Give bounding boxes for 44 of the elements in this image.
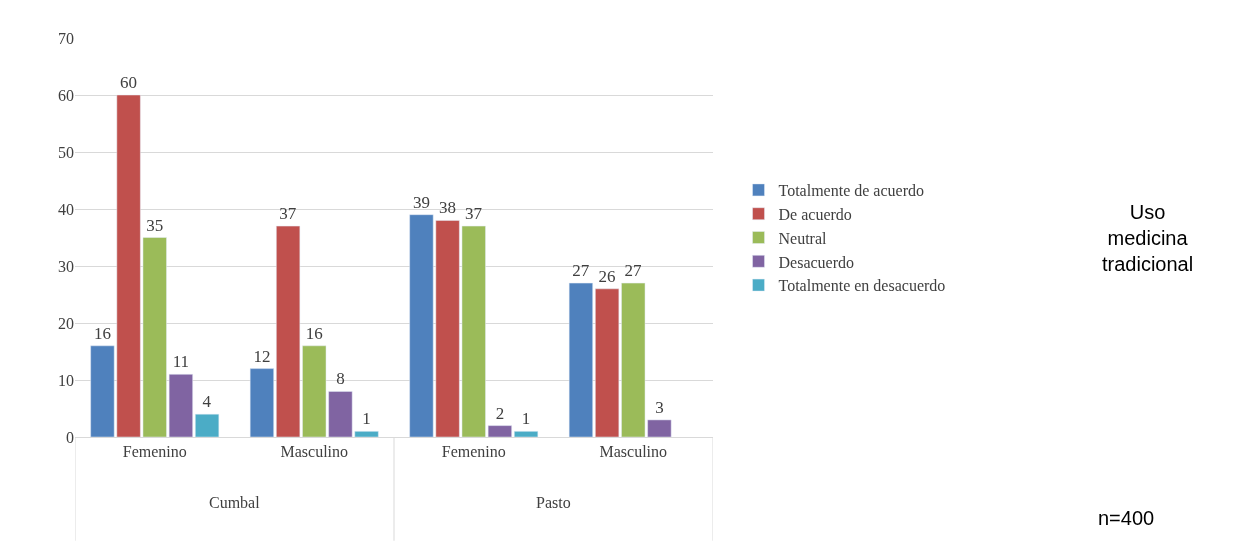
data-label: 35 xyxy=(146,215,164,235)
text: Cumbal xyxy=(209,494,261,511)
data-label: 37 xyxy=(279,204,297,224)
x-tick-label: Femenino xyxy=(441,443,506,461)
bar xyxy=(568,282,593,437)
y-tick-label: 30 xyxy=(58,257,74,275)
bar xyxy=(195,413,220,437)
data-label: 26 xyxy=(598,266,616,286)
legend-label: Totalmente de acuerdo xyxy=(778,182,924,200)
data-label: 11 xyxy=(172,352,190,372)
data-label: 27 xyxy=(624,261,642,281)
data-label: 27 xyxy=(572,261,590,281)
legend-label: De acuerdo xyxy=(778,205,852,223)
data-label: 12 xyxy=(253,346,271,366)
x-tick-label: Masculino xyxy=(599,443,668,461)
y-tick-label: 50 xyxy=(58,143,74,161)
y-tick-label: 0 xyxy=(66,428,74,446)
data-label: 3 xyxy=(655,397,664,417)
data-label: 38 xyxy=(439,198,457,218)
data-label: 37 xyxy=(465,204,483,224)
bar xyxy=(514,431,539,437)
text: n=400 xyxy=(1098,507,1155,529)
data-label: 39 xyxy=(412,192,430,212)
x-tick-label: Masculino xyxy=(280,443,349,461)
data-label: 60 xyxy=(120,73,138,92)
data-label: 1 xyxy=(362,409,371,429)
legend-label: Totalmente en desacuerdo xyxy=(778,277,946,295)
bar xyxy=(249,368,274,437)
data-label: 16 xyxy=(305,323,323,343)
y-tick-label: 10 xyxy=(58,371,74,389)
y-tick-label: 70 xyxy=(58,29,74,47)
x-tick-label: Femenino xyxy=(122,443,187,461)
text: Uso medicina tradicional xyxy=(1102,201,1194,275)
y-tick-label: 60 xyxy=(58,86,74,104)
data-label: 8 xyxy=(336,369,345,389)
data-label: 4 xyxy=(202,392,212,412)
y-tick-label: 40 xyxy=(58,200,74,218)
data-label: 2 xyxy=(495,403,505,423)
data-label: 1 xyxy=(521,409,531,429)
data-label: 16 xyxy=(93,323,111,343)
legend-label: Desacuerdo xyxy=(778,253,855,271)
legend-label: Neutral xyxy=(778,229,828,247)
y-tick-label: 20 xyxy=(58,314,74,332)
text: Pasto xyxy=(536,494,571,511)
